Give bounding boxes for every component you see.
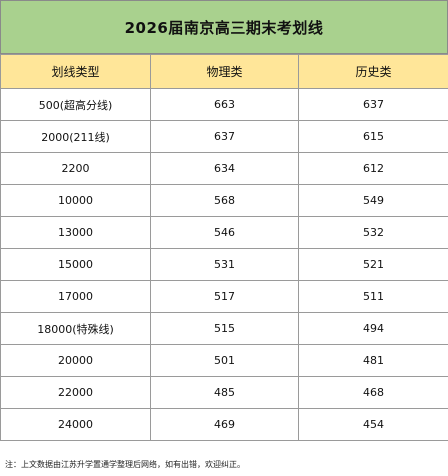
table-row: 15000 531 521 [0, 248, 448, 281]
physics-score-cell: 546 [150, 216, 299, 249]
physics-score-cell: 517 [150, 280, 299, 313]
cutoff-type-cell: 18000(特殊线) [0, 312, 151, 345]
table-row: 13000 546 532 [0, 216, 448, 249]
history-score-cell: 615 [298, 120, 448, 153]
header-row: 划线类型 物理类 历史类 [0, 54, 448, 89]
table-row: 18000(特殊线) 515 494 [0, 312, 448, 345]
history-score-cell: 521 [298, 248, 448, 281]
physics-score-cell: 501 [150, 344, 299, 377]
cutoff-table: 划线类型 物理类 历史类 500(超高分线) 663 637 2000(211线… [0, 54, 448, 441]
table-row: 10000 568 549 [0, 184, 448, 217]
cutoff-type-cell: 17000 [0, 280, 151, 313]
physics-score-cell: 515 [150, 312, 299, 345]
history-score-cell: 532 [298, 216, 448, 249]
table-row: 2200 634 612 [0, 152, 448, 185]
cutoff-type-cell: 500(超高分线) [0, 88, 151, 121]
physics-score-cell: 568 [150, 184, 299, 217]
cutoff-type-cell: 2200 [0, 152, 151, 185]
physics-score-cell: 663 [150, 88, 299, 121]
history-score-cell: 612 [298, 152, 448, 185]
history-score-cell: 637 [298, 88, 448, 121]
cutoff-type-cell: 22000 [0, 376, 151, 409]
physics-score-cell: 634 [150, 152, 299, 185]
cutoff-type-cell: 20000 [0, 344, 151, 377]
table-row: 22000 485 468 [0, 376, 448, 409]
table-row: 500(超高分线) 663 637 [0, 88, 448, 121]
history-score-cell: 468 [298, 376, 448, 409]
physics-score-cell: 485 [150, 376, 299, 409]
table-title: 2026届南京高三期末考划线 [0, 0, 448, 54]
cutoff-type-cell: 10000 [0, 184, 151, 217]
cutoff-type-cell: 15000 [0, 248, 151, 281]
history-score-cell: 481 [298, 344, 448, 377]
header-cutoff-type: 划线类型 [0, 54, 151, 89]
history-score-cell: 511 [298, 280, 448, 313]
table-row: 20000 501 481 [0, 344, 448, 377]
physics-score-cell: 531 [150, 248, 299, 281]
physics-score-cell: 469 [150, 408, 299, 441]
physics-score-cell: 637 [150, 120, 299, 153]
footnote: 注：上文数据由江苏升学置通学整理后网络，如有出错，欢迎纠正。 [0, 452, 448, 476]
table-row: 2000(211线) 637 615 [0, 120, 448, 153]
header-physics: 物理类 [150, 54, 299, 89]
cutoff-type-cell: 24000 [0, 408, 151, 441]
header-history: 历史类 [298, 54, 448, 89]
history-score-cell: 494 [298, 312, 448, 345]
table-row: 17000 517 511 [0, 280, 448, 313]
table-row: 24000 469 454 [0, 408, 448, 441]
cutoff-type-cell: 2000(211线) [0, 120, 151, 153]
history-score-cell: 549 [298, 184, 448, 217]
cutoff-type-cell: 13000 [0, 216, 151, 249]
history-score-cell: 454 [298, 408, 448, 441]
